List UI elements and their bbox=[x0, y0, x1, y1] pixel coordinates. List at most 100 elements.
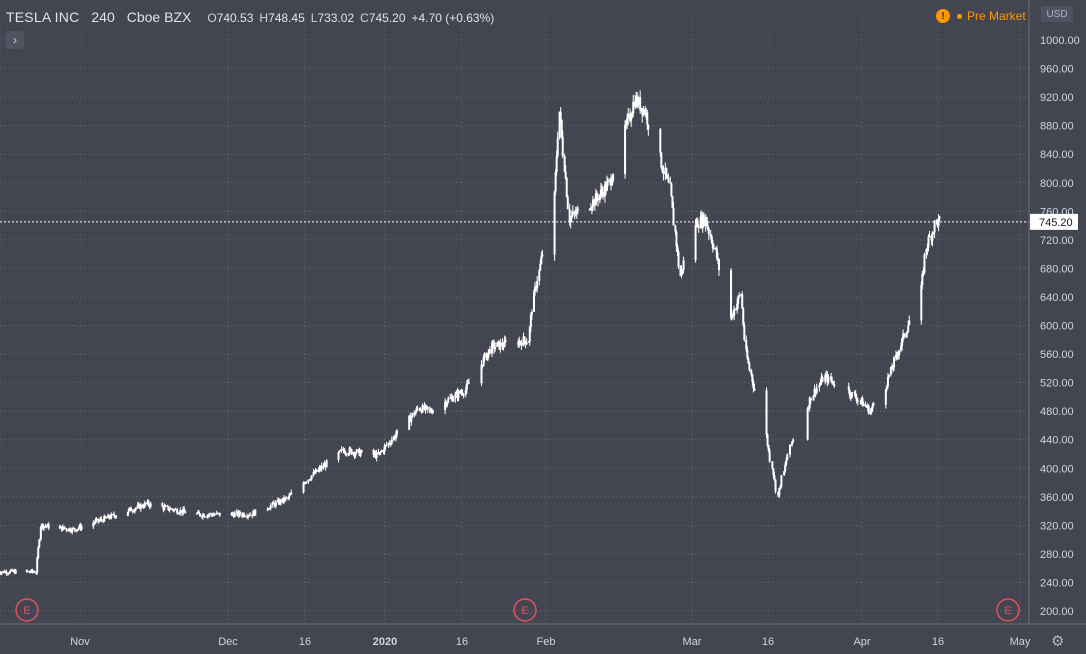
candle-body bbox=[244, 516, 247, 518]
candle-body bbox=[267, 508, 270, 510]
candle-body bbox=[866, 405, 869, 408]
candle-body bbox=[445, 401, 448, 406]
candle-body bbox=[375, 452, 378, 458]
candle-body bbox=[196, 512, 199, 514]
earnings-marker-label: E bbox=[521, 605, 528, 617]
candle-body bbox=[741, 294, 744, 309]
candle-body bbox=[3, 571, 6, 573]
candle-body bbox=[747, 358, 750, 364]
candle-body bbox=[70, 531, 73, 533]
candle-body bbox=[354, 453, 357, 456]
candle-body bbox=[137, 504, 140, 506]
price-axis[interactable]: 200.00 240.00 280.00 320.00 360.00 400.00 440.… bbox=[1028, 0, 1086, 654]
candle-body bbox=[359, 452, 362, 456]
candle-body bbox=[932, 232, 935, 234]
candle-body bbox=[885, 386, 888, 390]
earnings-marker-label: E bbox=[23, 605, 30, 617]
candle-body bbox=[69, 528, 72, 532]
time-axis[interactable]: Nov Dec 16 2020 16 Feb Mar 16 Apr 16 May bbox=[0, 623, 1086, 648]
price-tick-label: 720.00 bbox=[1040, 235, 1074, 247]
candle-body bbox=[131, 511, 134, 513]
candle-body bbox=[667, 177, 670, 183]
candle-body bbox=[236, 511, 239, 516]
candle-body bbox=[30, 569, 33, 573]
candle-body bbox=[9, 570, 12, 574]
candle-body bbox=[100, 518, 103, 521]
candle-body bbox=[748, 363, 751, 370]
candle-body bbox=[786, 454, 789, 461]
candle-body bbox=[31, 569, 34, 572]
candle-body bbox=[419, 409, 422, 411]
candle-body bbox=[902, 333, 905, 339]
candle-body bbox=[674, 225, 677, 232]
candle-body bbox=[897, 355, 900, 357]
candle-body bbox=[930, 236, 933, 241]
candle-body bbox=[893, 357, 896, 368]
candle-body bbox=[745, 339, 748, 350]
candle-body bbox=[253, 511, 256, 516]
interval-label[interactable]: 240 bbox=[91, 9, 115, 25]
price-tick-label: 320.00 bbox=[1040, 520, 1074, 532]
candle-body bbox=[378, 452, 381, 455]
candle-body bbox=[455, 391, 458, 394]
candle-body bbox=[268, 508, 271, 510]
candle-body bbox=[5, 571, 8, 574]
candle-body bbox=[716, 258, 719, 260]
candle-body bbox=[449, 397, 452, 399]
candle-body bbox=[860, 398, 863, 401]
candle-body bbox=[855, 397, 858, 402]
collapse-legend-button[interactable]: › bbox=[6, 31, 24, 49]
candle-body bbox=[607, 180, 610, 182]
candle-body bbox=[935, 219, 938, 222]
candle-body bbox=[12, 570, 15, 572]
candle-body bbox=[0, 572, 3, 574]
earnings-marker-circle[interactable] bbox=[15, 598, 39, 622]
candle-body bbox=[753, 388, 756, 391]
candle-body bbox=[278, 499, 281, 505]
candle-body bbox=[766, 434, 769, 446]
candle-body bbox=[558, 111, 561, 139]
premarket-status[interactable]: ! Pre Market bbox=[936, 9, 1026, 23]
candle-body bbox=[307, 479, 310, 482]
candle-body bbox=[784, 464, 787, 472]
price-tick-label: 600.00 bbox=[1040, 321, 1074, 333]
candle-body bbox=[772, 468, 775, 476]
candle-body bbox=[789, 444, 791, 455]
candle-body bbox=[75, 529, 78, 532]
candle-body bbox=[73, 528, 76, 530]
candle-body bbox=[774, 479, 777, 492]
candle-body bbox=[184, 511, 187, 514]
candle-body bbox=[639, 97, 642, 111]
candle-body bbox=[927, 236, 930, 248]
candle-body bbox=[712, 247, 715, 249]
premarket-label: Pre Market bbox=[967, 9, 1026, 23]
candle-body bbox=[595, 193, 598, 198]
candle-body bbox=[771, 461, 774, 469]
candle-body bbox=[933, 221, 936, 233]
high-number: 748.45 bbox=[268, 11, 305, 25]
candle-body bbox=[64, 528, 67, 530]
price-tick-label: 480.00 bbox=[1040, 406, 1074, 418]
earnings-marker-circle[interactable] bbox=[996, 598, 1020, 622]
price-tick-label: 400.00 bbox=[1040, 463, 1074, 475]
candle-body bbox=[284, 497, 287, 502]
candle-body bbox=[635, 96, 638, 107]
candle-body bbox=[36, 557, 39, 573]
earnings-marker-circle[interactable] bbox=[513, 598, 537, 622]
candle-body bbox=[274, 501, 277, 507]
candle-body bbox=[594, 193, 597, 206]
candle-body bbox=[343, 450, 346, 454]
candle-body bbox=[74, 529, 77, 532]
symbol-name[interactable]: TESLA INC bbox=[6, 9, 80, 25]
candle-body bbox=[637, 97, 640, 106]
currency-badge[interactable]: USD bbox=[1041, 6, 1073, 22]
candle-body bbox=[591, 199, 594, 208]
candle-body bbox=[641, 108, 644, 115]
candle-body bbox=[560, 119, 563, 137]
candle-body bbox=[889, 367, 892, 375]
gear-icon[interactable]: ⚙ bbox=[1051, 633, 1065, 650]
price-axis-background bbox=[1029, 0, 1086, 654]
candle-body bbox=[808, 397, 811, 408]
candle-body bbox=[925, 249, 928, 255]
